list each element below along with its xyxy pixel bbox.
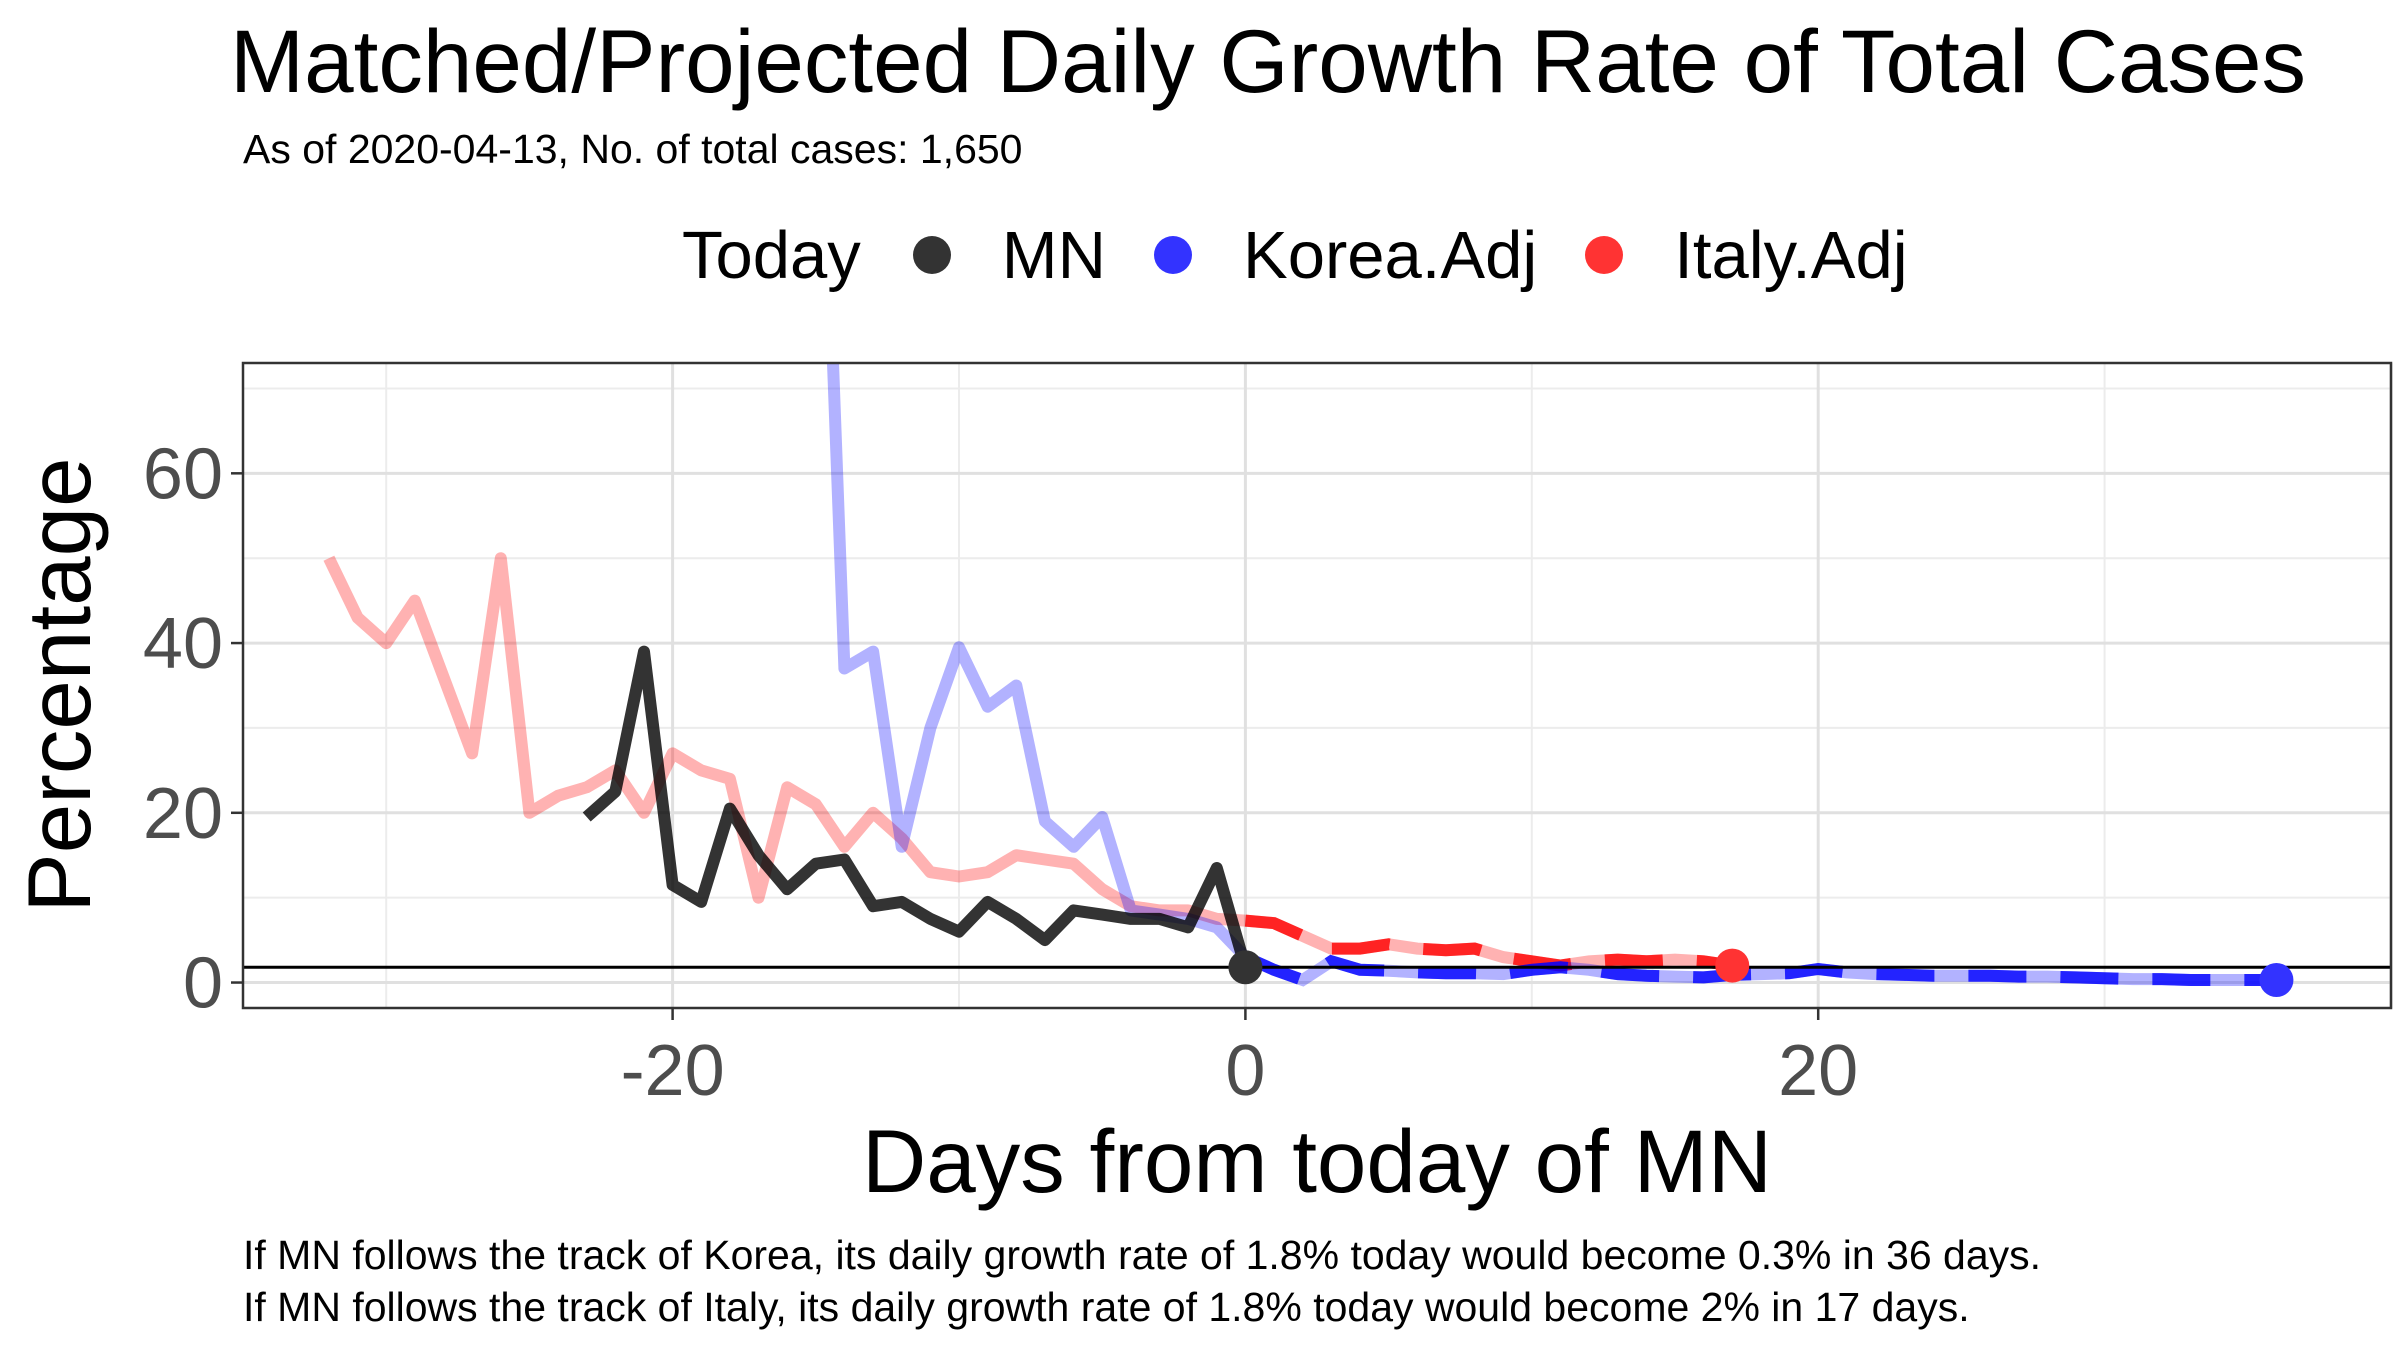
y-tick-label: 60 <box>143 434 223 514</box>
legend-item-mn: MN <box>912 217 1106 294</box>
legend-label-korea: Korea.Adj <box>1243 217 1538 293</box>
panel-border <box>241 361 2393 1010</box>
y-axis-title: Percentage <box>9 457 109 912</box>
italy-end-point <box>1715 948 1750 983</box>
points-layer <box>1228 948 2294 997</box>
y-tick-label: 40 <box>143 604 223 684</box>
series-layer <box>323 363 2277 987</box>
korea-end-point <box>2259 962 2294 997</box>
chart-subtitle: As of 2020-04-13, No. of total cases: 1,… <box>243 126 1023 172</box>
x-tick-label: 0 <box>1225 1031 1265 1111</box>
series-projection-underlay-korea-adj <box>1242 951 2277 987</box>
series-line-mn <box>582 645 1252 969</box>
legend-dot-italy <box>1585 236 1624 274</box>
caption-italy: If MN follows the track of Italy, its da… <box>243 1284 1970 1330</box>
legend-item-italy: Italy.Adj <box>1585 217 1908 294</box>
legend-dot-mn <box>912 236 951 274</box>
legend-label-italy: Italy.Adj <box>1674 217 1908 293</box>
series-history-line-korea-adj <box>827 363 1250 962</box>
legend-item-korea: Korea.Adj <box>1154 217 1537 294</box>
legend-dot-korea <box>1154 236 1192 274</box>
chart-title: Matched/Projected Daily Growth Rate of T… <box>230 11 2306 111</box>
x-tick-label: 20 <box>1778 1031 1858 1111</box>
x-axis-title: Days from today of MN <box>862 1111 1772 1211</box>
series-projection-line-italy-adj <box>1244 914 1734 972</box>
panel-background <box>243 363 2391 1008</box>
mn-today-point <box>1228 950 1263 985</box>
series-projection-line-korea-adj <box>1242 951 2277 987</box>
series-history-line-italy-adj <box>323 552 1246 927</box>
series-projection-underlay-italy-adj <box>1244 914 1734 972</box>
y-tick-label: 0 <box>183 944 223 1024</box>
legend: Today MN Korea.Adj Italy.Adj <box>682 210 1956 300</box>
legend-title: Today <box>682 217 861 293</box>
legend-label-mn: MN <box>1001 217 1106 293</box>
caption-korea: If MN follows the track of Korea, its da… <box>243 1232 2042 1278</box>
axes: -20 0 20 0 20 40 60 <box>143 434 1858 1111</box>
y-tick-label: 20 <box>143 774 223 854</box>
x-tick-label: -20 <box>621 1031 725 1111</box>
